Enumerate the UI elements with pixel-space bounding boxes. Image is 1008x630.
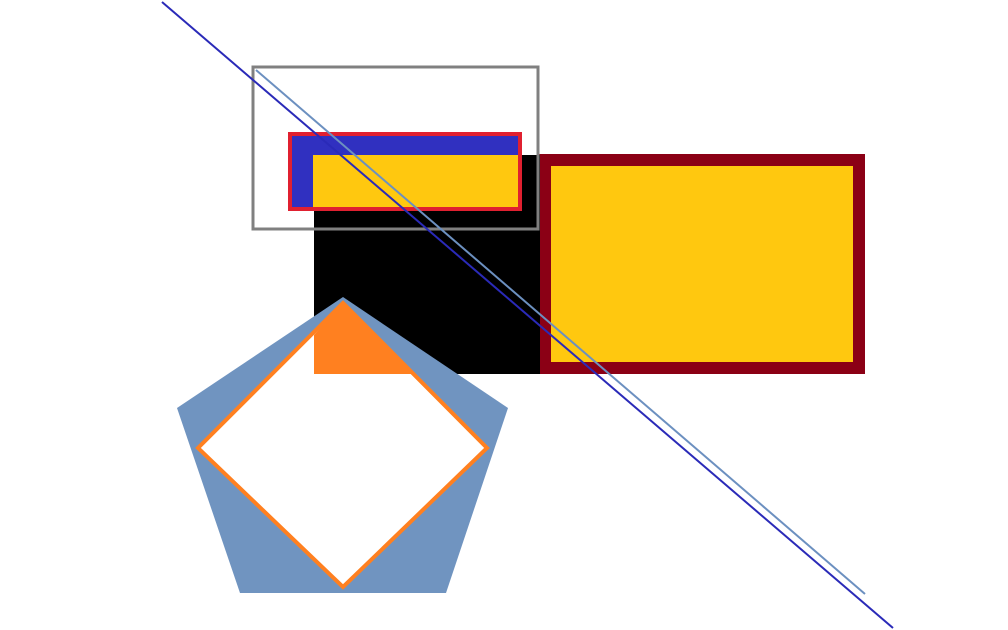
steel-diagonal-line bbox=[255, 69, 866, 595]
orange-triangle bbox=[314, 303, 412, 374]
orange-diamond bbox=[195, 300, 490, 590]
yellow-inset bbox=[313, 155, 518, 207]
gray-frame bbox=[251, 65, 540, 231]
navy-diagonal-line bbox=[161, 1, 894, 629]
dark-red-frame-rect bbox=[539, 154, 865, 374]
